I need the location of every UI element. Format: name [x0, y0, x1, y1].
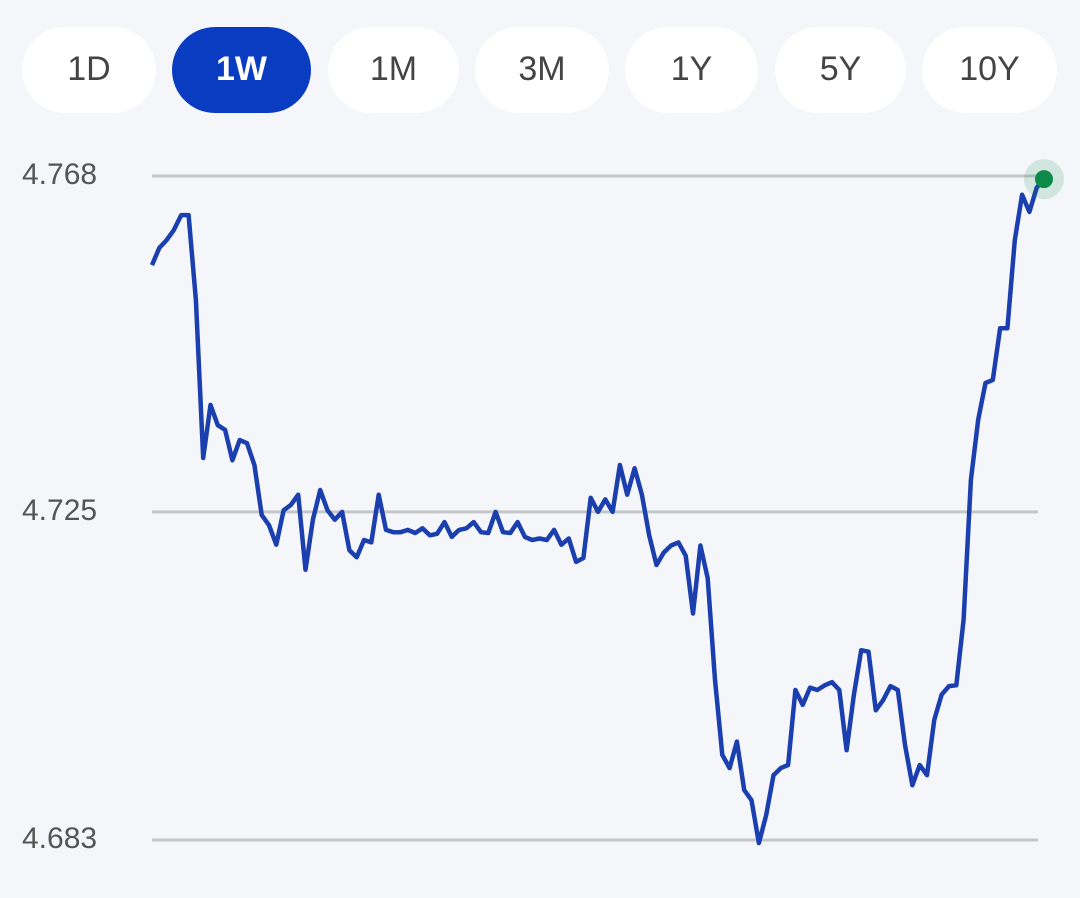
range-tab[interactable] [328, 27, 459, 113]
y-tick-label: 4.683 [22, 822, 97, 855]
price-line [149, 177, 1046, 846]
range-tab-label[interactable]: 3M [518, 50, 565, 88]
range-tab-label[interactable]: 1W [216, 50, 268, 88]
range-tab[interactable] [172, 27, 311, 113]
range-tab-label[interactable]: 1M [370, 50, 417, 88]
range-tab-label[interactable]: 1Y [671, 50, 713, 88]
range-tab[interactable] [22, 27, 156, 113]
range-tab-label[interactable]: 10Y [959, 50, 1020, 88]
range-tab[interactable] [475, 27, 609, 113]
range-tab-label[interactable]: 1D [67, 50, 110, 88]
range-tab[interactable] [922, 27, 1057, 113]
end-dot [1035, 170, 1053, 189]
y-tick-label: 4.768 [22, 158, 97, 191]
range-tab-label[interactable]: 5Y [820, 50, 862, 88]
range-tab[interactable] [775, 27, 906, 113]
range-tab[interactable] [625, 27, 758, 113]
y-tick-label: 4.725 [22, 494, 97, 527]
